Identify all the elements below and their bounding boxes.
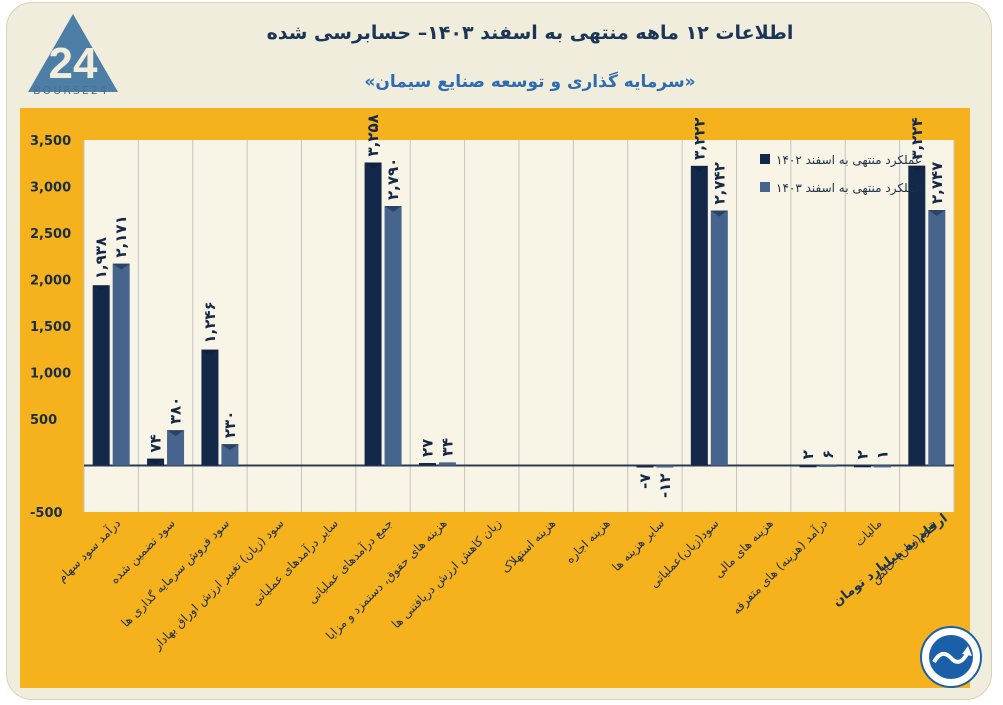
- bar-cap: [690, 165, 708, 172]
- bar-cap: [167, 430, 185, 437]
- brand-badge-icon: [920, 626, 982, 688]
- bar-1403: [928, 210, 946, 466]
- bar-1403: [873, 465, 891, 468]
- data-label: ۲: [853, 450, 871, 459]
- logo-text: BOURSE24: [33, 84, 109, 97]
- bar-cap: [364, 162, 382, 169]
- data-label: ۳,۲۵۸: [364, 114, 382, 156]
- category-label: سایر هزینه ها: [609, 516, 667, 574]
- data-label: -۱۲: [656, 474, 674, 499]
- chart-title: اطلاعات ۱۲ ماهه منتهی به اسفند ۱۴۰۳– حسا…: [266, 22, 794, 44]
- bar-1402: [690, 165, 708, 466]
- bar-chart: -500 500 1,000 1,500 2,000 2,500 3,000 3,500 ۱,۹…: [30, 114, 955, 654]
- bar-1403: [438, 462, 456, 466]
- bar-1402: [364, 162, 382, 466]
- data-label: ۲,۱۷۱: [112, 215, 130, 257]
- bar-cap: [384, 206, 402, 213]
- y-tick-label: 3,000: [30, 181, 71, 196]
- category-label: هزینه اجاره: [563, 516, 614, 567]
- y-tick-label: 2,000: [30, 274, 71, 289]
- data-label: ۲: [799, 450, 817, 459]
- svg-text:24: 24: [49, 39, 98, 88]
- legend-swatch: [760, 154, 770, 164]
- legend-swatch: [760, 182, 770, 192]
- bar-cap: [221, 444, 239, 451]
- bar-1402: [92, 285, 110, 466]
- bar-cap: [908, 165, 926, 172]
- data-label: ۲,۷۴۷: [928, 162, 946, 204]
- bar-cap: [928, 210, 946, 217]
- bar-cap: [92, 285, 110, 292]
- y-tick-label: 2,500: [30, 227, 71, 242]
- data-label: ۷۴: [147, 434, 165, 452]
- legend-label: عملکرد منتهی به اسفند ۱۴۰۲: [776, 153, 922, 168]
- category-label: سود فروش سرمایه گذاری ها: [118, 516, 232, 630]
- bar-1403: [167, 430, 185, 466]
- bourse24-logo: 24: [26, 12, 120, 102]
- data-label: ۱,۹۳۸: [92, 237, 110, 279]
- data-label: ۳,۲۲۲: [690, 118, 708, 160]
- bar-1403: [221, 444, 239, 466]
- y-tick-label: -500: [30, 506, 63, 521]
- bar-1402: [418, 462, 436, 466]
- bar-cap: [201, 349, 219, 356]
- category-label: هزینه استهلاک: [498, 516, 559, 577]
- y-tick-label: 1,000: [30, 367, 71, 382]
- bar-1402: [201, 349, 219, 466]
- data-label: ۲,۷۹۰: [384, 158, 402, 200]
- bar-1402: [853, 465, 871, 468]
- chart-subtitle: «سرمایه گذاری و توسعه صنایع سیمان»: [364, 72, 696, 92]
- bar-1402: [908, 165, 926, 466]
- data-label: ۱,۲۴۶: [201, 301, 219, 343]
- data-label: ۶: [819, 450, 837, 459]
- legend-label: عملکرد منتهی به اسفند ۱۴۰۳: [776, 181, 922, 196]
- bar-1403: [112, 263, 130, 466]
- bar-1403: [710, 210, 728, 466]
- data-label: ۲۳۰: [221, 411, 239, 438]
- y-tick-label: 500: [30, 413, 57, 428]
- category-label: زیان کاهش ارزش دریافتنی ها: [389, 516, 505, 632]
- y-tick-label: 1,500: [30, 320, 71, 335]
- bar-1402: [147, 458, 165, 466]
- plot-panel: -500 500 1,000 1,500 2,000 2,500 3,000 3,500 ۱,۹…: [20, 108, 970, 688]
- data-label: ۳,۲۲۴: [908, 117, 926, 159]
- bar-cap: [710, 210, 728, 217]
- data-label: ۲۷: [418, 439, 436, 457]
- bar-1402: [799, 465, 817, 468]
- bar-1403: [819, 464, 837, 467]
- data-label: ۱: [873, 450, 891, 459]
- data-label: ۳۸۰: [167, 397, 185, 424]
- data-label: ۲,۷۴۲: [710, 162, 728, 204]
- category-label: درآمد (هزینه) های متفرقه: [729, 516, 831, 618]
- bar-1403: [656, 465, 674, 468]
- data-label: -۷: [636, 474, 654, 489]
- category-label: مالیات: [852, 516, 885, 549]
- bar-cap: [112, 263, 130, 270]
- y-tick-label: 3,500: [30, 134, 71, 149]
- bar-1402: [636, 465, 654, 468]
- bar-1403: [384, 206, 402, 466]
- bar-cap: [147, 458, 165, 465]
- data-label: ۳۴: [438, 438, 456, 456]
